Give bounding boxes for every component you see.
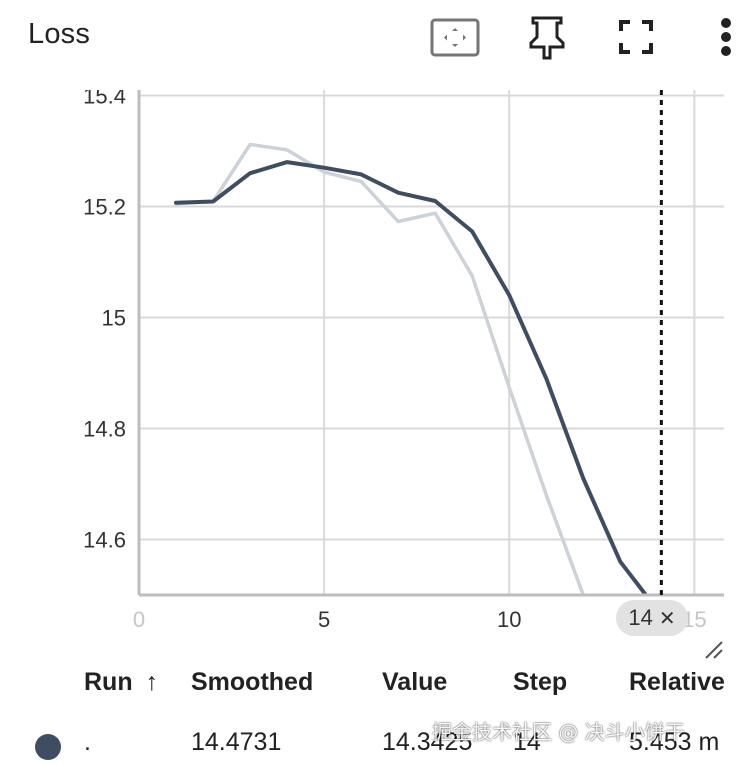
series-layer [174,142,649,595]
x-tick-label: 0 [133,607,145,632]
run-name: . [84,728,91,756]
fullscreen-button[interactable] [617,12,655,62]
relative-time: 5.453 m [629,728,720,756]
column-header-run[interactable]: Run ↑ [84,668,158,697]
column-header-value[interactable]: Value [382,668,448,696]
more-options-button[interactable] [715,12,737,62]
raw-series-line [174,142,586,595]
smoothed-series-line [174,160,649,595]
x-tick-label: 5 [318,607,330,632]
x-tick-label: 10 [497,607,521,632]
fullscreen-icon [619,20,653,54]
run-color-swatch [35,734,61,760]
label-mask [60,70,140,90]
axes [137,90,724,597]
card-toolbar [381,12,741,62]
column-header-step[interactable]: Step [513,668,568,696]
column-header-smoothed[interactable]: Smoothed [191,668,314,696]
grid-lines [139,90,724,595]
fit-domain-button[interactable] [430,12,482,62]
sort-arrow-icon: ↑ [145,668,159,696]
raw-value: 14.3425 [382,728,473,756]
y-tick-label: 14.6 [83,528,126,553]
y-tick-label: 15.2 [83,195,126,220]
step-cursor-chip: 14 ✕ [616,600,688,636]
column-header-run-label: Run [84,668,133,696]
more-vert-icon [721,18,731,56]
step-cursor-label: 14 [628,605,653,630]
column-header-relative[interactable]: Relative [629,668,725,696]
watermark: 掘金技术社区 @ 决斗小饼干 [432,720,685,744]
y-tick-label: 14.8 [83,417,126,442]
smoothed-value: 14.4731 [191,728,282,756]
fit-domain-icon [430,18,480,57]
close-icon[interactable]: ✕ [658,607,676,630]
resize-handle-icon[interactable] [704,640,724,660]
y-tick-label: 15 [102,306,126,331]
pin-button[interactable] [526,12,568,62]
step-value: 14 [513,728,541,756]
card-title: Loss [28,18,91,50]
pin-icon [529,16,565,60]
